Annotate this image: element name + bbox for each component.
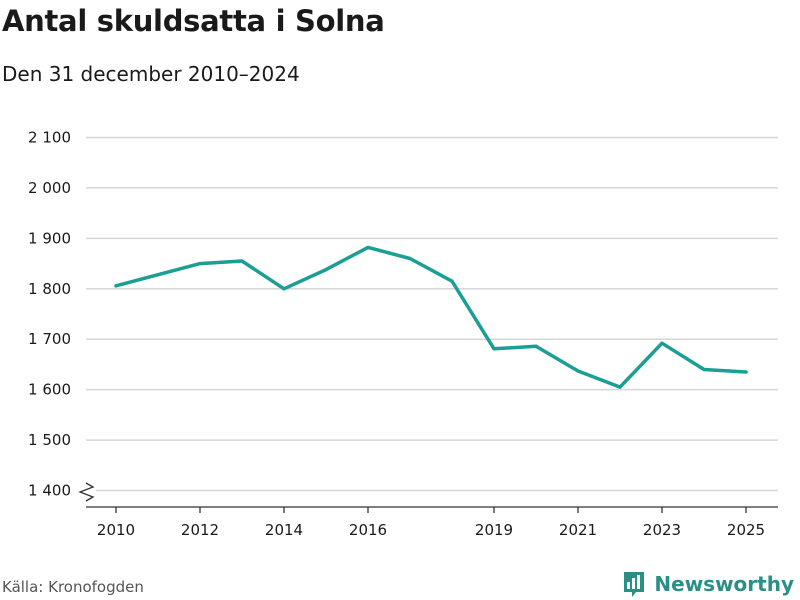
y-axis-ticks: 1 400 1 500 1 600 1 700 1 800 1 900 2 000 2 100: [28, 129, 71, 500]
data-point: [492, 347, 496, 351]
y-tick-label: 1 900: [28, 229, 71, 247]
x-tick-label: 2019: [475, 521, 513, 539]
x-tick-label: 2021: [559, 521, 597, 539]
data-point: [366, 245, 370, 250]
data-point: [660, 341, 664, 345]
x-tick-label: 2025: [727, 521, 765, 539]
data-point: [156, 273, 160, 277]
x-tick-label: 2012: [181, 521, 219, 539]
newsworthy-logo-icon: [624, 572, 645, 597]
chart-title: Antal skuldsatta i Solna: [2, 4, 385, 38]
data-point: [702, 367, 706, 372]
x-tick-label: 2014: [265, 521, 303, 539]
x-axis-ticks: 2010 2012 2014 2016 2019 2021 2023 2025: [97, 507, 765, 539]
series-line: [114, 245, 748, 389]
data-point: [282, 287, 286, 291]
data-point: [240, 259, 244, 263]
x-tick-label: 2010: [97, 521, 135, 539]
brand: Newsworthy: [622, 570, 794, 598]
source-note: Källa: Kronofogden: [2, 578, 144, 596]
x-tick-label: 2016: [349, 521, 387, 539]
data-point: [114, 284, 118, 288]
data-point: [744, 370, 748, 374]
data-point: [450, 279, 454, 283]
axis-break-mark: [78, 482, 95, 502]
y-tick-label: 1 700: [28, 330, 71, 348]
data-point: [408, 256, 412, 261]
y-tick-label: 1 800: [28, 280, 71, 298]
x-axis: [78, 482, 778, 508]
y-tick-label: 1 400: [28, 482, 71, 500]
data-point: [324, 268, 328, 272]
data-point: [198, 261, 202, 266]
y-tick-label: 1 500: [28, 431, 71, 449]
x-tick-label: 2023: [643, 521, 681, 539]
brand-name: Newsworthy: [654, 572, 794, 596]
grid-lines: [86, 136, 778, 492]
y-tick-label: 1 600: [28, 381, 71, 399]
line-chart: 1 400 1 500 1 600 1 700 1 800 1 900 2 000 2 100…: [28, 129, 778, 539]
y-tick-label: 2 000: [28, 179, 71, 197]
y-tick-label: 2 100: [28, 129, 71, 147]
data-point: [534, 344, 538, 348]
series-layer: [114, 245, 748, 389]
data-point: [576, 369, 580, 373]
data-point: [618, 385, 622, 389]
chart-subtitle: Den 31 december 2010–2024: [2, 62, 300, 86]
